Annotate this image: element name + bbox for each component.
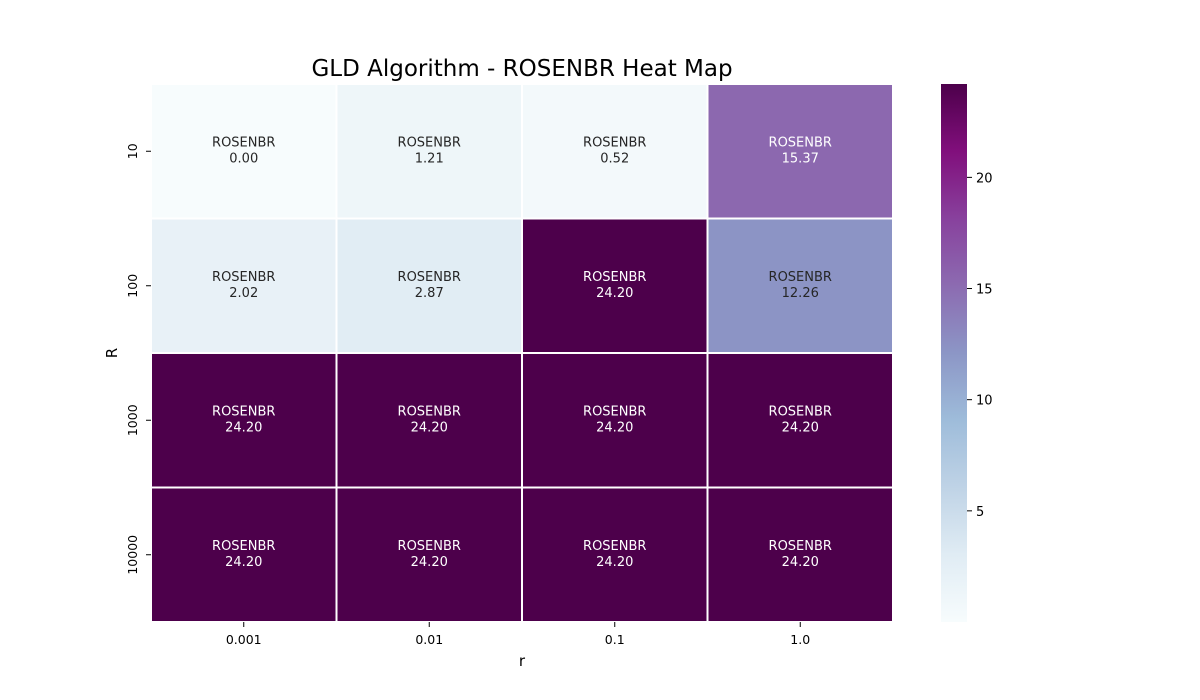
heatmap-cell <box>150 83 338 220</box>
cell-label: ROSENBR <box>212 135 275 150</box>
cell-value: 12.26 <box>782 286 819 301</box>
heatmap-cell <box>335 83 523 220</box>
heatmap-cell <box>706 352 894 489</box>
heatmap-cell <box>150 486 338 623</box>
heatmap-cell <box>706 83 894 220</box>
cell-value: 2.02 <box>229 286 258 301</box>
cell-label: ROSENBR <box>398 404 461 419</box>
cell-label: ROSENBR <box>398 135 461 150</box>
x-tick-label: 1.0 <box>790 632 810 647</box>
cell-value: 0.00 <box>229 151 258 166</box>
cell-label: ROSENBR <box>769 270 832 285</box>
cell-value: 24.20 <box>411 420 448 435</box>
x-axis: 0.001 0.01 0.1 1.0 <box>226 622 810 647</box>
x-tick-label: 0.001 <box>226 632 262 647</box>
cell-label: ROSENBR <box>769 404 832 419</box>
cell-value: 24.20 <box>782 420 819 435</box>
x-tick-label: 0.01 <box>415 632 443 647</box>
cell-label: ROSENBR <box>212 539 275 554</box>
colorbar-tick-label: 10 <box>976 394 993 409</box>
colorbar <box>941 84 967 622</box>
y-tick-label: 10000 <box>125 535 140 575</box>
cell-label: ROSENBR <box>398 539 461 554</box>
cell-value: 24.20 <box>596 555 633 570</box>
cell-value: 0.52 <box>600 151 629 166</box>
heatmap-cells: ROSENBR0.00ROSENBR1.21ROSENBR0.52ROSENBR… <box>150 83 894 623</box>
cell-label: ROSENBR <box>583 404 646 419</box>
x-tick-label: 0.1 <box>605 632 625 647</box>
heatmap-cell <box>150 217 338 354</box>
chart-title: GLD Algorithm - ROSENBR Heat Map <box>311 56 732 82</box>
x-axis-label: r <box>519 652 526 670</box>
cell-label: ROSENBR <box>583 539 646 554</box>
cell-label: ROSENBR <box>583 270 646 285</box>
colorbar-tick-label: 20 <box>976 171 993 186</box>
cell-label: ROSENBR <box>769 539 832 554</box>
y-tick-label: 10 <box>125 143 140 159</box>
cell-value: 24.20 <box>596 286 633 301</box>
y-axis: 10 100 1000 10000 <box>125 143 151 575</box>
cell-label: ROSENBR <box>212 270 275 285</box>
colorbar-tick-label: 5 <box>976 505 984 520</box>
heatmap-cell <box>335 352 523 489</box>
colorbar-tick-label: 15 <box>976 283 993 298</box>
cell-value: 24.20 <box>596 420 633 435</box>
cell-value: 24.20 <box>782 555 819 570</box>
y-axis-label: R <box>103 348 121 358</box>
cell-value: 2.87 <box>415 286 444 301</box>
cell-value: 24.20 <box>411 555 448 570</box>
y-tick-label: 100 <box>125 274 140 298</box>
heatmap-cell <box>335 486 523 623</box>
heatmap-cell <box>706 217 894 354</box>
cell-label: ROSENBR <box>769 135 832 150</box>
cell-value: 24.20 <box>225 420 262 435</box>
cell-value: 15.37 <box>782 151 819 166</box>
heatmap-cell <box>521 83 709 220</box>
y-tick-label: 1000 <box>125 404 140 436</box>
heatmap-cell <box>706 486 894 623</box>
cell-value: 24.20 <box>225 555 262 570</box>
heatmap-cell <box>335 217 523 354</box>
colorbar-ticks: 5 10 15 20 <box>967 171 993 520</box>
cell-label: ROSENBR <box>212 404 275 419</box>
cell-label: ROSENBR <box>398 270 461 285</box>
cell-value: 1.21 <box>415 151 444 166</box>
cell-label: ROSENBR <box>583 135 646 150</box>
